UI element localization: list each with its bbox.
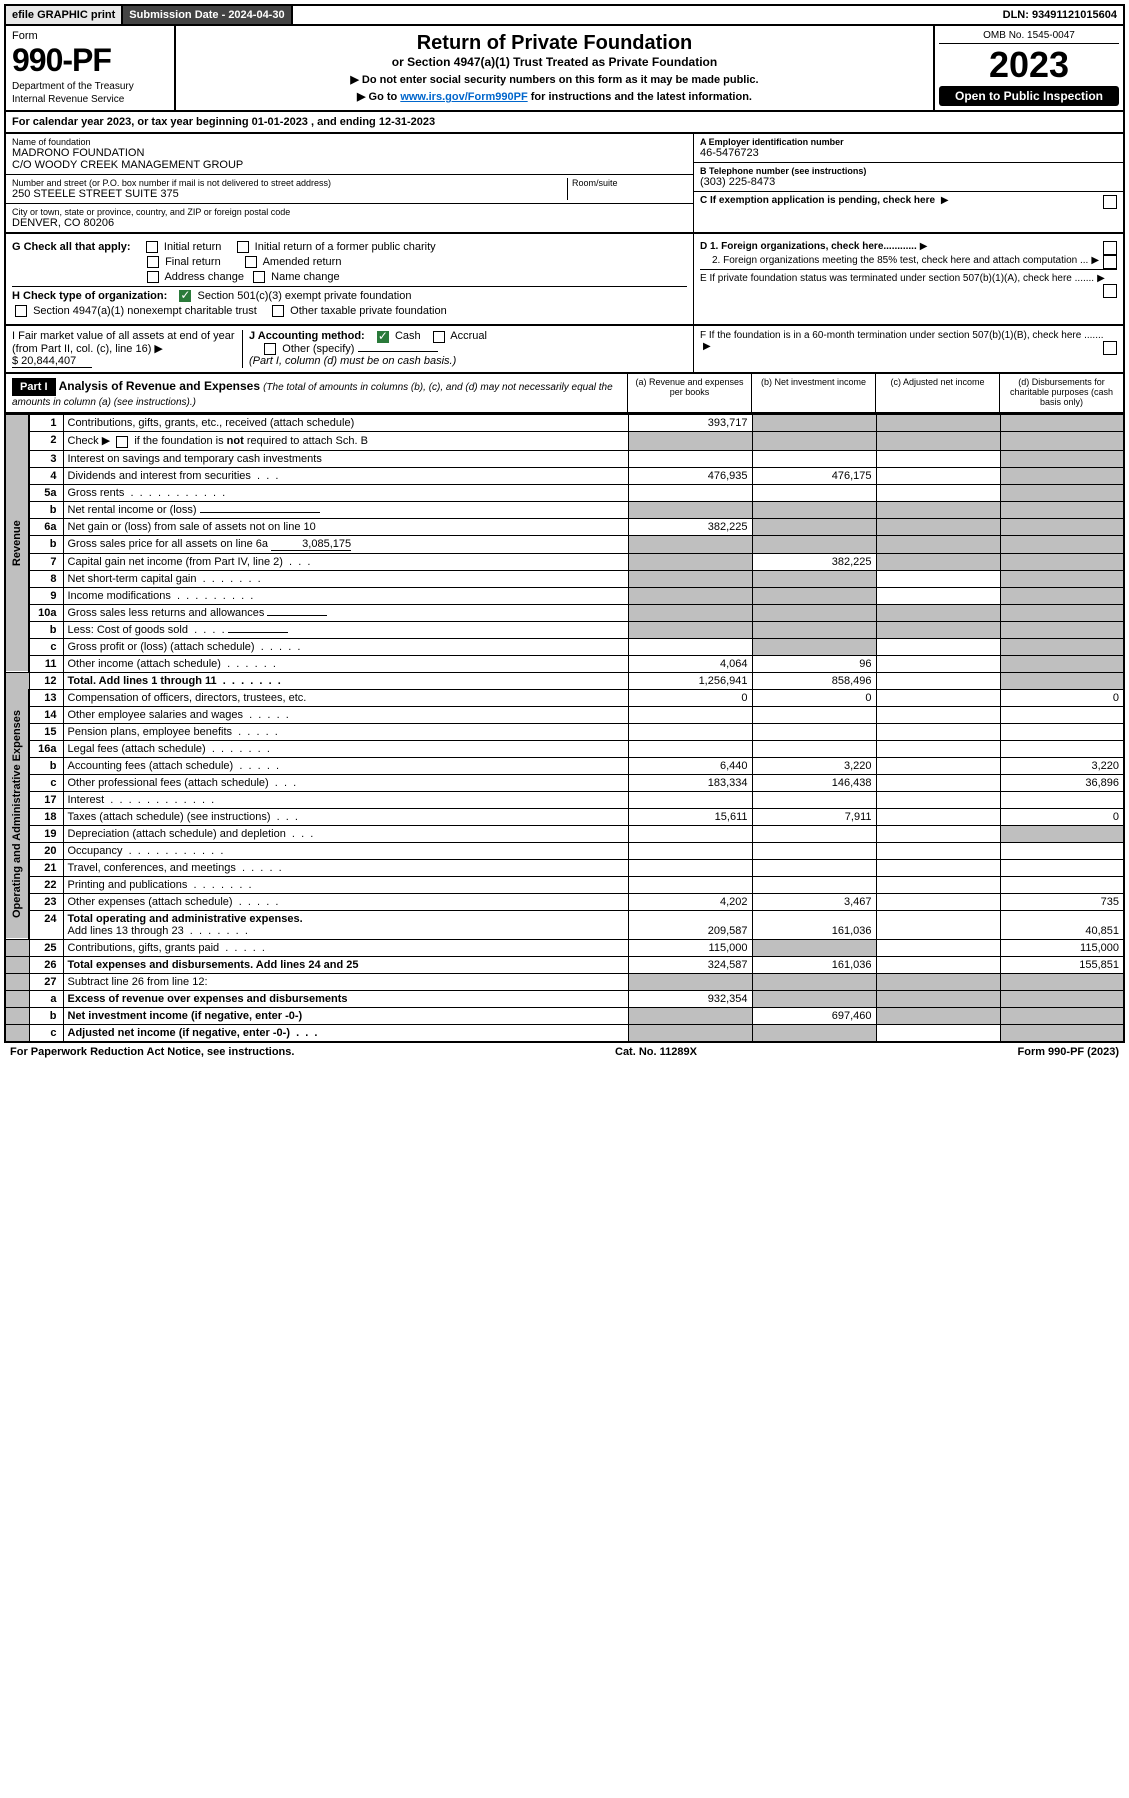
irs-link[interactable]: www.irs.gov/Form990PF (400, 91, 527, 103)
submission-date: Submission Date - 2024-04-30 (123, 6, 292, 24)
header-left: Form 990-PF Department of the Treasury I… (6, 26, 176, 110)
note1: ▶ Do not enter social security numbers o… (182, 73, 927, 86)
form-number: 990-PF (12, 42, 168, 79)
checkbox-501c3[interactable] (179, 290, 191, 302)
i-label: I Fair market value of all assets at end… (12, 330, 235, 355)
f-label: F If the foundation is in a 60-month ter… (700, 330, 1104, 341)
ein-label: A Employer identification number (700, 137, 1117, 147)
entity-info: Name of foundation MADRONO FOUNDATION C/… (4, 134, 1125, 234)
d1-label: D 1. Foreign organizations, check here..… (700, 241, 917, 252)
form-title: Return of Private Foundation (182, 32, 927, 55)
addr-label: Number and street (or P.O. box number if… (12, 178, 567, 188)
header-right: OMB No. 1545-0047 2023 Open to Public In… (933, 26, 1123, 110)
dept: Department of the Treasury (12, 81, 168, 92)
city: DENVER, CO 80206 (12, 217, 687, 229)
year-end: 12-31-2023 (379, 116, 435, 128)
calendar-year-row: For calendar year 2023, or tax year begi… (4, 112, 1125, 134)
checkbox-d2[interactable] (1103, 255, 1117, 269)
checkbox-addr-change[interactable] (147, 271, 159, 283)
checkbox-other-taxable[interactable] (272, 305, 284, 317)
omb: OMB No. 1545-0047 (939, 30, 1119, 44)
part1-header: Part I Analysis of Revenue and Expenses … (4, 374, 1125, 414)
col-a: (a) Revenue and expenses per books (627, 374, 751, 412)
checkbox-other-method[interactable] (264, 343, 276, 355)
footer-left: For Paperwork Reduction Act Notice, see … (10, 1046, 294, 1058)
year-begin: 01-01-2023 (252, 116, 308, 128)
page-footer: For Paperwork Reduction Act Notice, see … (4, 1043, 1125, 1061)
tax-year: 2023 (939, 44, 1119, 86)
form-word: Form (12, 30, 168, 42)
foundation-name: MADRONO FOUNDATION (12, 147, 687, 159)
part1-title: Analysis of Revenue and Expenses (59, 379, 260, 393)
arrow-icon: ▶ (941, 195, 949, 206)
room-label: Room/suite (572, 178, 687, 188)
checkbox-e[interactable] (1103, 284, 1117, 298)
g-label: G Check all that apply: (12, 241, 131, 253)
e-label: E If private foundation status was termi… (700, 273, 1094, 284)
phone: (303) 225-8473 (700, 176, 1117, 188)
h-label: H Check type of organization: (12, 290, 167, 302)
form-header: Form 990-PF Department of the Treasury I… (4, 26, 1125, 112)
checkbox-final[interactable] (147, 256, 159, 268)
checkbox-schb[interactable] (116, 436, 128, 448)
form-subtitle: or Section 4947(a)(1) Trust Treated as P… (182, 55, 927, 69)
checkbox-c[interactable] (1103, 195, 1117, 209)
ij-row: I Fair market value of all assets at end… (4, 326, 1125, 374)
checkbox-name-change[interactable] (253, 271, 265, 283)
part1-table: Revenue 1Contributions, gifts, grants, e… (4, 414, 1125, 1042)
address: 250 STEELE STREET SUITE 375 (12, 188, 567, 200)
j-label: J Accounting method: (249, 330, 365, 342)
city-label: City or town, state or province, country… (12, 207, 687, 217)
checkbox-initial-former[interactable] (237, 241, 249, 253)
name-label: Name of foundation (12, 137, 687, 147)
checkbox-amended[interactable] (245, 256, 257, 268)
dln: DLN: 93491121015604 (997, 6, 1123, 24)
i-value: $ 20,844,407 (12, 355, 92, 368)
irs: Internal Revenue Service (12, 94, 168, 105)
checkbox-initial[interactable] (146, 241, 158, 253)
col-d: (d) Disbursements for charitable purpose… (999, 374, 1123, 412)
col-b: (b) Net investment income (751, 374, 875, 412)
checkbox-cash[interactable] (377, 331, 389, 343)
phone-label: B Telephone number (see instructions) (700, 166, 1117, 176)
col-c: (c) Adjusted net income (875, 374, 999, 412)
checkbox-accrual[interactable] (433, 331, 445, 343)
checkbox-f[interactable] (1103, 341, 1117, 355)
ein: 46-5476723 (700, 147, 1117, 159)
header-mid: Return of Private Foundation or Section … (176, 26, 933, 110)
note2: ▶ Go to www.irs.gov/Form990PF for instru… (182, 90, 927, 103)
foundation-co: C/O WOODY CREEK MANAGEMENT GROUP (12, 159, 687, 171)
efile-label: efile GRAPHIC print (6, 6, 123, 24)
check-section-g: G Check all that apply: Initial return I… (4, 234, 1125, 326)
checkbox-4947[interactable] (15, 305, 27, 317)
d2-label: 2. Foreign organizations meeting the 85%… (712, 255, 1088, 266)
footer-right: Form 990-PF (2023) (1018, 1046, 1119, 1058)
footer-mid: Cat. No. 11289X (615, 1046, 697, 1058)
checkbox-d1[interactable] (1103, 241, 1117, 255)
j-note: (Part I, column (d) must be on cash basi… (249, 355, 456, 367)
c-label: C If exemption application is pending, c… (700, 195, 935, 206)
topbar: efile GRAPHIC print Submission Date - 20… (4, 4, 1125, 26)
open-public: Open to Public Inspection (939, 86, 1119, 106)
revenue-side: Revenue (5, 415, 29, 672)
part1-label: Part I (12, 378, 56, 396)
expenses-side: Operating and Administrative Expenses (5, 689, 29, 939)
